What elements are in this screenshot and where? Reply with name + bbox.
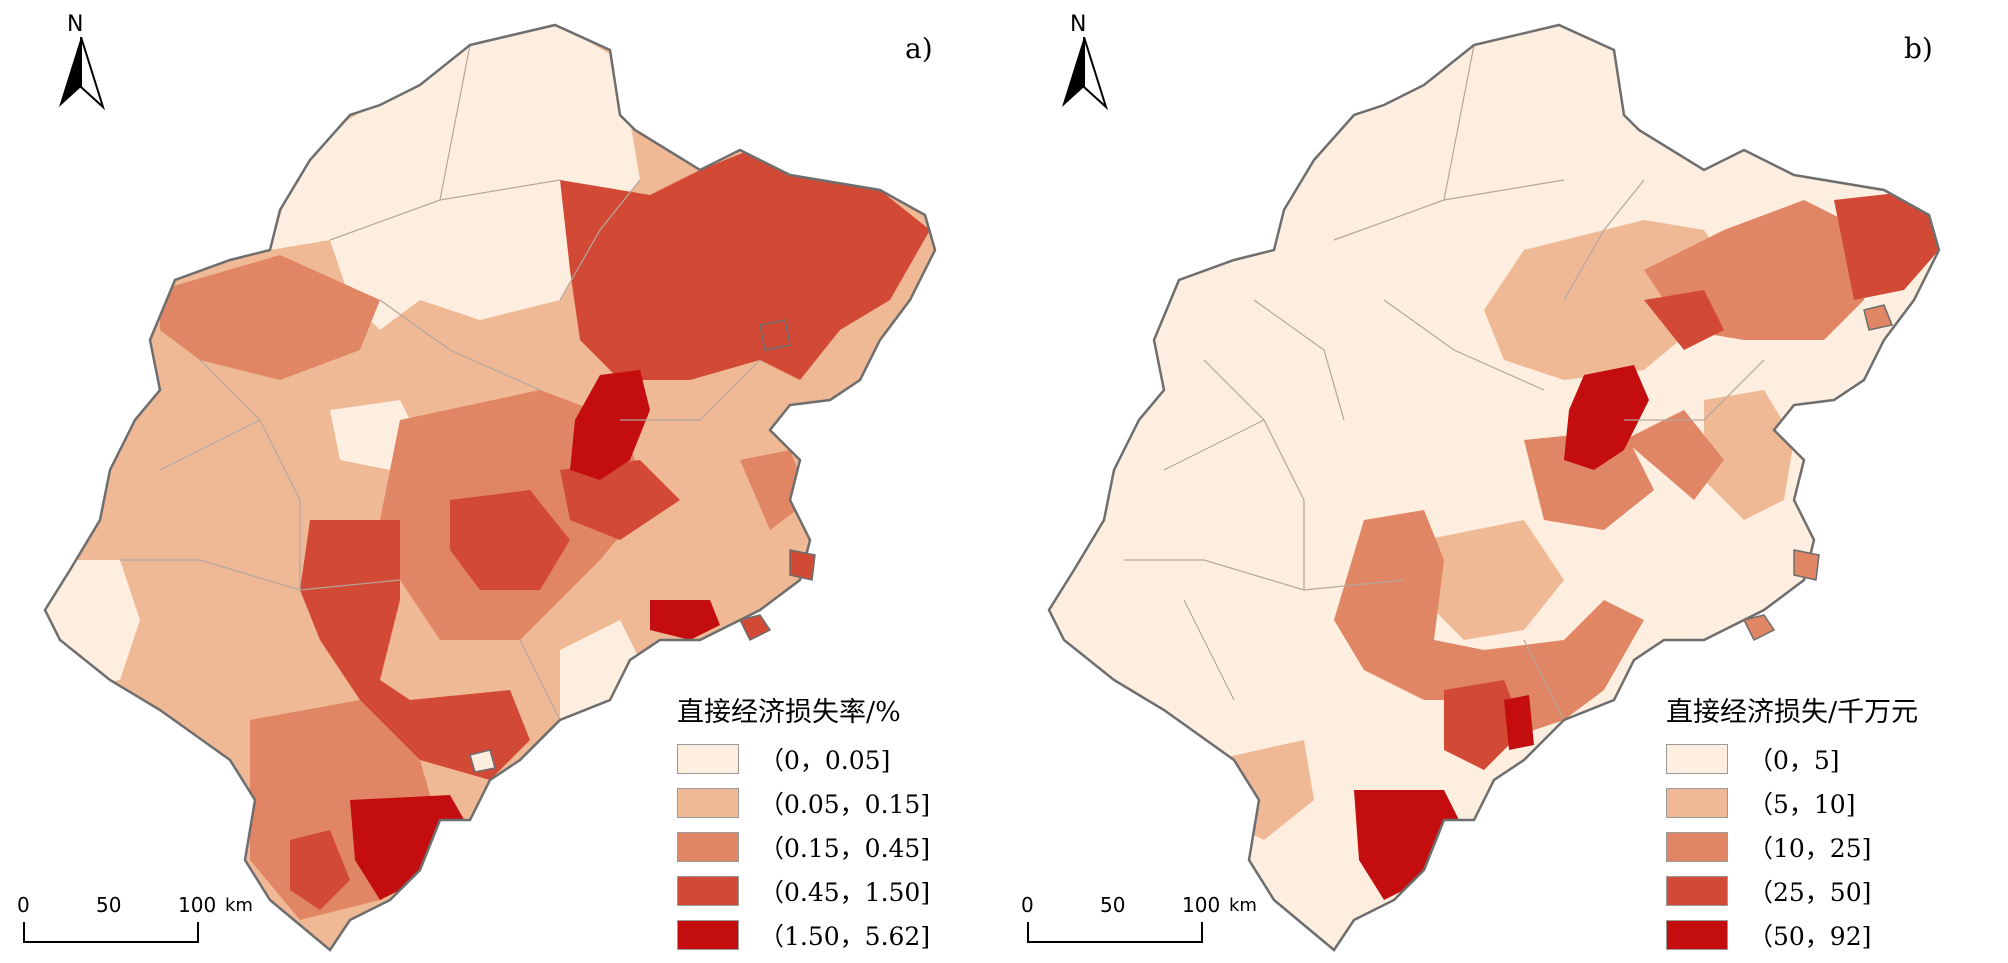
legend-swatch <box>1666 876 1728 906</box>
scale-line <box>1027 922 1203 943</box>
legend-item: （0.05，0.15] <box>677 781 930 825</box>
islands <box>738 319 816 642</box>
legend-label: （10，25] <box>1748 834 1872 863</box>
legend-item: （25，50] <box>1666 869 1918 913</box>
scale-line <box>23 922 199 943</box>
scale-tick-50: 50 <box>1100 893 1126 917</box>
legend-swatch <box>1666 744 1728 774</box>
region-central-east-medium <box>1624 410 1724 500</box>
region-south-dark <box>290 830 350 910</box>
legend-a: 直接经济损失率/% （0，0.05] （0.05，0.15] （0.15，0.4… <box>677 690 930 957</box>
legend-label: （25，50] <box>1748 878 1872 907</box>
legend-item: （0，0.05] <box>677 737 930 781</box>
region-north-dark <box>1644 290 1724 350</box>
region-center-east-dark <box>560 460 680 540</box>
legend-label: （0，5] <box>1748 746 1840 775</box>
legend-swatch <box>1666 920 1728 950</box>
county-borders <box>1124 44 1765 721</box>
scale-bar-a: 0 50 100 km <box>17 885 260 945</box>
legend-item: （0.15，0.45] <box>677 825 930 869</box>
region-northeast-dark <box>560 150 930 380</box>
north-label: N <box>1070 12 1087 37</box>
north-arrow-b: N <box>1058 12 1110 111</box>
region-central-medium <box>1524 430 1654 530</box>
legend-label: （5，10] <box>1748 790 1856 819</box>
legend-swatch <box>677 832 739 862</box>
legend-title: 直接经济损失率/% <box>677 697 901 728</box>
map-panel-b: N b) 直接经济损失/千万元 （0，5] （5，10] （10，25] （25… <box>1004 0 2008 963</box>
north-label: N <box>67 12 84 37</box>
scale-tick-100: 100 <box>178 893 217 917</box>
region-coastal-dark <box>1444 680 1524 770</box>
region-north-light <box>270 25 640 330</box>
legend-swatch <box>677 744 739 774</box>
legend-item: （5，10] <box>1666 781 1918 825</box>
region-peak-3 <box>650 600 720 640</box>
panel-label-a: a) <box>905 32 933 65</box>
map-b <box>1047 23 1941 952</box>
map-panel-a: N a) 直接经济损失率/% （0，0.05] （0.05，0.15] （0.1… <box>17 12 937 957</box>
scale-bar-b: 0 50 100 km <box>1021 885 1264 945</box>
scale-tick-0: 0 <box>1021 893 1034 917</box>
legend-item: （0.45，1.50] <box>677 869 930 913</box>
legend-b: 直接经济损失/千万元 （0，5] （5，10] （10，25] （25，50] … <box>1666 690 1918 957</box>
legend-title: 直接经济损失/千万元 <box>1666 697 1919 728</box>
legend-label: （0.15，0.45] <box>759 834 931 863</box>
county-borders <box>120 44 761 721</box>
scale-unit: km <box>225 895 253 916</box>
coastline <box>43 23 937 952</box>
region-east-medium <box>740 450 810 530</box>
legend-label: （0，0.05] <box>759 746 891 775</box>
region-east-light-orange <box>1704 390 1794 520</box>
region-central-light-orange <box>1424 520 1564 640</box>
legend-label: （1.50，5.62] <box>759 922 931 951</box>
scale-tick-50: 50 <box>96 893 122 917</box>
region-center-dark <box>450 490 570 590</box>
region-southwest-dark <box>300 520 530 780</box>
region-peak-1 <box>570 370 650 480</box>
legend-swatch <box>677 788 739 818</box>
region-peak-1 <box>1564 365 1649 470</box>
legend-item: （0，5] <box>1666 737 1918 781</box>
panel-label-b: b) <box>1904 32 1933 65</box>
region-south-medium <box>1334 510 1644 740</box>
region-northwest-medium <box>160 255 380 380</box>
scale-tick-0: 0 <box>17 893 30 917</box>
legend-swatch <box>1666 832 1728 862</box>
region-peak-2 <box>1354 790 1464 900</box>
island-small <box>469 749 496 773</box>
legend-label: （0.05，0.15] <box>759 790 931 819</box>
scale-tick-100: 100 <box>1182 893 1221 917</box>
legend-swatch <box>677 876 739 906</box>
legend-label: （0.45，1.50] <box>759 878 931 907</box>
legend-item: （1.50，5.62] <box>677 913 930 957</box>
islands <box>1742 304 1894 642</box>
scale-unit: km <box>1229 895 1257 916</box>
legend-swatch <box>677 920 739 950</box>
region-peak-3 <box>1504 695 1534 750</box>
legend-item: （50，92] <box>1666 913 1918 957</box>
region-northeast-dark <box>1834 190 1939 300</box>
north-arrow-icon <box>1062 37 1109 111</box>
north-arrow-a: N <box>55 12 107 111</box>
north-arrow-icon <box>59 37 106 111</box>
legend-swatch <box>1666 788 1728 818</box>
map-a <box>43 23 937 952</box>
legend-label: （50，92] <box>1748 922 1872 951</box>
legend-item: （10，25] <box>1666 825 1918 869</box>
coastline <box>1047 23 1941 952</box>
